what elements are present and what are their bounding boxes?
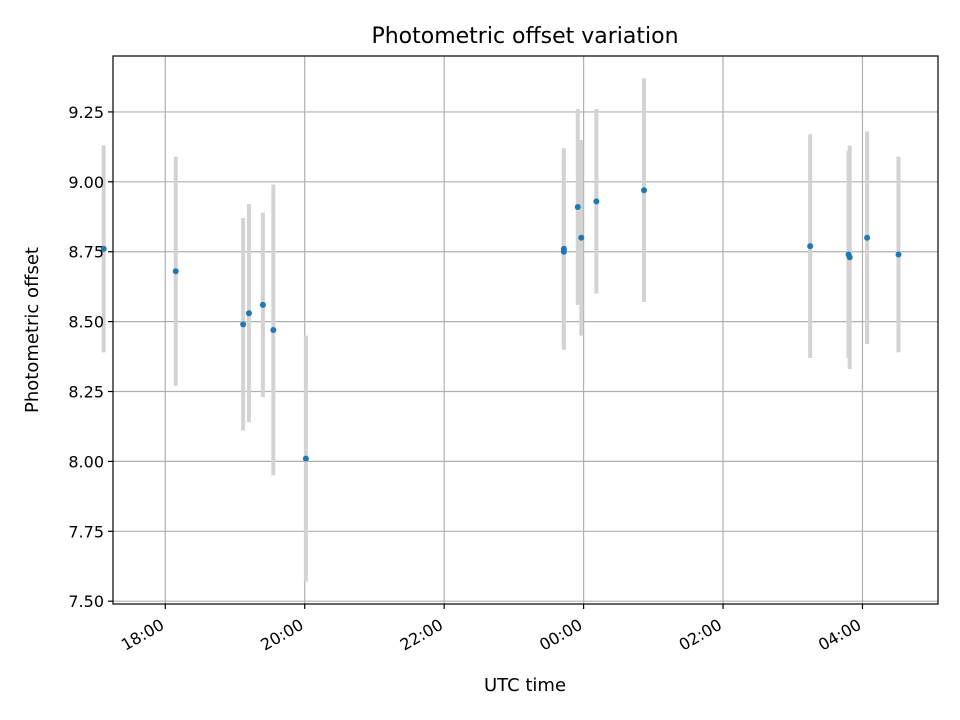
data-point [574, 203, 581, 210]
data-point [100, 245, 107, 252]
data-point [302, 455, 309, 462]
data-point [259, 301, 266, 308]
data-point [578, 234, 585, 241]
data-point [895, 251, 902, 258]
y-tick-label: 8.50 [68, 313, 104, 332]
x-tick-label: 02:00 [676, 615, 725, 655]
y-tick-label: 8.25 [68, 383, 104, 402]
chart-title: Photometric offset variation [371, 24, 678, 49]
y-tick-label: 8.75 [68, 243, 104, 262]
data-point [240, 321, 247, 328]
x-tick-label: 04:00 [815, 615, 864, 655]
x-axis-label: UTC time [484, 675, 566, 696]
x-tick-label: 22:00 [397, 615, 446, 655]
y-tick-label: 7.50 [68, 592, 104, 611]
data-point [641, 187, 648, 194]
plot-frame [112, 55, 939, 605]
data-point [560, 248, 567, 255]
x-tick-label: 00:00 [536, 615, 585, 655]
x-tick-label: 18:00 [118, 615, 167, 655]
y-tick-label: 9.00 [68, 173, 104, 192]
x-tick-label: 20:00 [257, 615, 306, 655]
errorbar-layer [101, 78, 901, 582]
data-point [593, 198, 600, 205]
y-tick-label: 9.25 [68, 103, 104, 122]
point-layer [100, 187, 902, 462]
data-point [172, 268, 179, 275]
y-tick-label: 7.75 [68, 522, 104, 541]
y-axis-label: Photometric offset [22, 247, 43, 413]
data-point [864, 234, 871, 241]
data-point [807, 243, 814, 250]
data-point [245, 310, 252, 317]
grid-layer [113, 56, 938, 604]
y-tick-label: 8.00 [68, 452, 104, 471]
tick-layer: 7.50 7.75 8.00 8.25 8.50 8.75 9.00 9.25 18:00 20:… [68, 103, 864, 655]
data-point [846, 254, 853, 261]
data-point [270, 327, 277, 333]
